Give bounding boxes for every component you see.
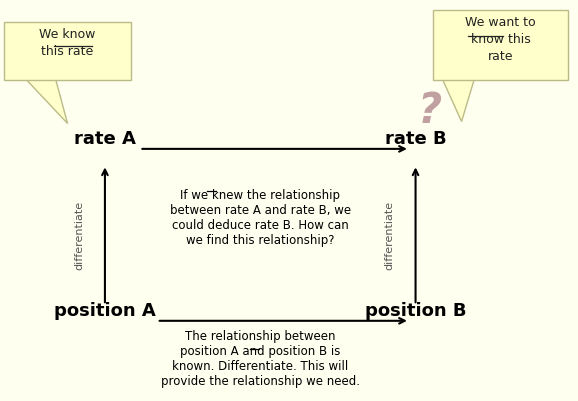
FancyBboxPatch shape	[433, 11, 568, 81]
FancyBboxPatch shape	[4, 23, 131, 81]
Text: position B: position B	[365, 301, 466, 319]
Text: We know
this rate: We know this rate	[39, 28, 96, 58]
Text: position A: position A	[54, 301, 156, 319]
Text: ?: ?	[418, 89, 442, 132]
Text: differentiate: differentiate	[74, 201, 84, 270]
Polygon shape	[442, 79, 475, 122]
Text: If we knew the relationship
between rate A and rate B, we
could deduce rate B. H: If we knew the relationship between rate…	[170, 188, 351, 246]
Text: rate B: rate B	[385, 130, 446, 148]
Text: differentiate: differentiate	[385, 201, 395, 270]
Polygon shape	[25, 79, 68, 124]
Text: We want to
know this
rate: We want to know this rate	[465, 16, 536, 63]
Text: rate A: rate A	[74, 130, 136, 148]
Text: The relationship between
position A and position B is
known. Differentiate. This: The relationship between position A and …	[161, 329, 360, 387]
